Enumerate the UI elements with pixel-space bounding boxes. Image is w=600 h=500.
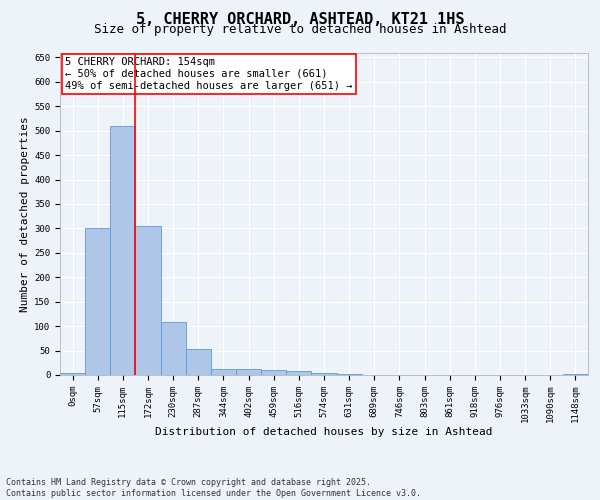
Y-axis label: Number of detached properties: Number of detached properties <box>20 116 30 312</box>
X-axis label: Distribution of detached houses by size in Ashtead: Distribution of detached houses by size … <box>155 426 493 436</box>
Bar <box>136 226 161 375</box>
Bar <box>85 228 110 375</box>
Bar <box>286 371 311 375</box>
Bar <box>161 322 186 375</box>
Text: 5 CHERRY ORCHARD: 154sqm
← 50% of detached houses are smaller (661)
49% of semi-: 5 CHERRY ORCHARD: 154sqm ← 50% of detach… <box>65 58 353 90</box>
Text: Size of property relative to detached houses in Ashtead: Size of property relative to detached ho… <box>94 22 506 36</box>
Bar <box>211 369 236 375</box>
Text: Contains HM Land Registry data © Crown copyright and database right 2025.
Contai: Contains HM Land Registry data © Crown c… <box>6 478 421 498</box>
Bar <box>311 372 337 375</box>
Text: 5, CHERRY ORCHARD, ASHTEAD, KT21 1HS: 5, CHERRY ORCHARD, ASHTEAD, KT21 1HS <box>136 12 464 28</box>
Bar <box>236 368 261 375</box>
Bar <box>563 374 588 375</box>
Bar <box>261 370 286 375</box>
Bar <box>60 372 85 375</box>
Bar <box>186 349 211 375</box>
Bar <box>110 126 136 375</box>
Bar <box>337 374 362 375</box>
